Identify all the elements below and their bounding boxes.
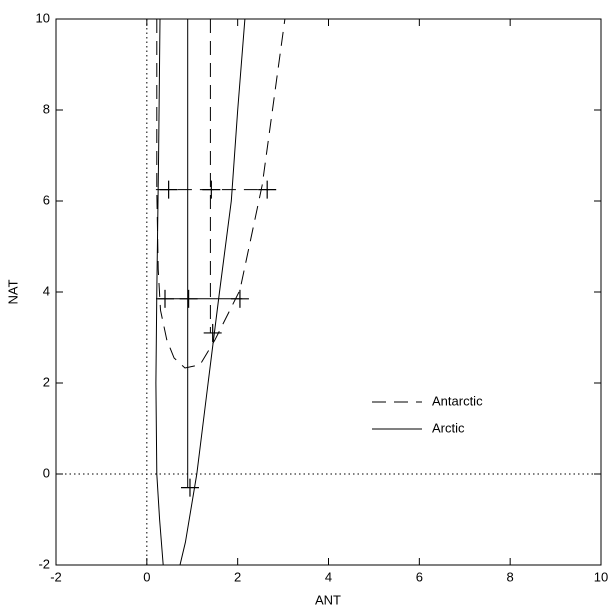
y-tick-label: 2 bbox=[43, 374, 50, 389]
plot-frame bbox=[55, 18, 602, 566]
y-tick-label: 4 bbox=[43, 283, 50, 298]
y-tick-label: 6 bbox=[43, 192, 50, 207]
series-line bbox=[155, 19, 246, 565]
x-tick-label: 4 bbox=[325, 569, 332, 584]
y-tick-label: 10 bbox=[36, 10, 50, 25]
x-tick-label: 8 bbox=[507, 569, 514, 584]
x-tick-label: 10 bbox=[594, 569, 608, 584]
legend-label: Antarctic bbox=[432, 393, 483, 408]
x-axis-label: ANT bbox=[315, 592, 341, 607]
x-tick-label: 0 bbox=[143, 569, 150, 584]
y-tick-label: -2 bbox=[38, 556, 50, 571]
y-tick-label: 8 bbox=[43, 101, 50, 116]
x-tick-label: -2 bbox=[50, 569, 62, 584]
y-axis-label: NAT bbox=[5, 279, 20, 304]
series-line bbox=[155, 19, 286, 369]
x-tick-label: 2 bbox=[234, 569, 241, 584]
y-tick-label: 0 bbox=[43, 465, 50, 480]
legend-label: Arctic bbox=[432, 420, 465, 435]
x-tick-label: 6 bbox=[416, 569, 423, 584]
